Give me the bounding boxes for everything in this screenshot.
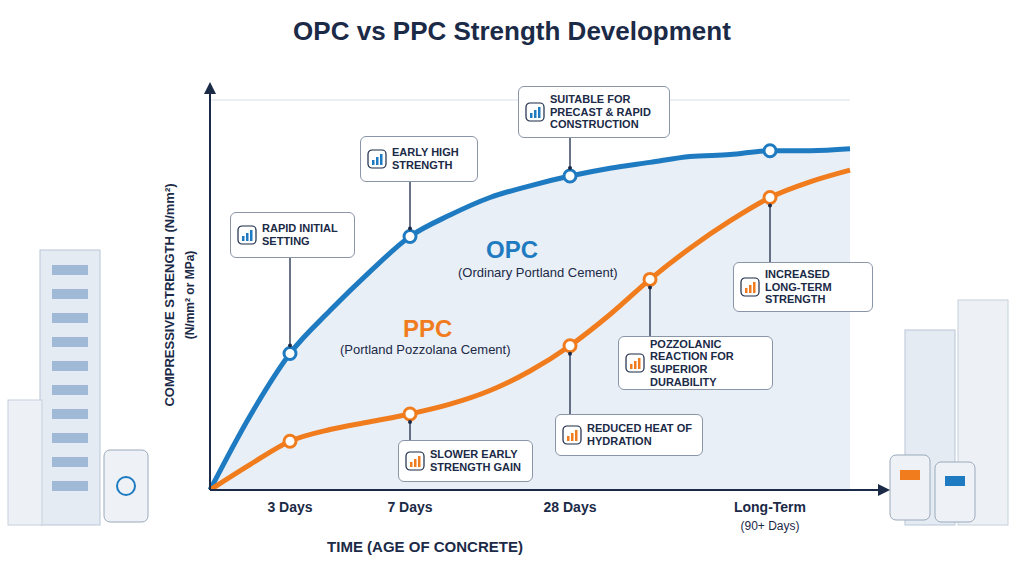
svg-text:(Ordinary Portland Cement): (Ordinary Portland Cement) — [458, 265, 618, 280]
svg-text:(Portland Pozzolana Cement): (Portland Pozzolana Cement) — [340, 342, 511, 357]
html-text:RAPID INITIAL SETTING: RAPID INITIAL SETTING — [262, 222, 338, 247]
svg-text:PPC: PPC — [403, 315, 452, 342]
svg-text:OPC: OPC — [486, 236, 538, 263]
svg-text:(N/mm² or MPa): (N/mm² or MPa) — [183, 251, 197, 340]
svg-text:TIME (AGE OF CONCRETE): TIME (AGE OF CONCRETE) — [327, 538, 523, 555]
svg-text:7 Days: 7 Days — [387, 499, 432, 515]
svg-text:3 Days: 3 Days — [267, 499, 312, 515]
html-text:INCREASED LONG-TERM STRENGTH: INCREASED LONG-TERM STRENGTH — [765, 268, 832, 306]
svg-text:COMPRESSIVE STRENGTH (N/mm²): COMPRESSIVE STRENGTH (N/mm²) — [162, 183, 177, 406]
html-text:EARLY HIGH STRENGTH: EARLY HIGH STRENGTH — [392, 146, 459, 171]
svg-text:Long-Term(90+ Days): Long-Term(90+ Days) — [734, 499, 806, 533]
html-text:SUITABLE FOR PRECAST & RAPID C: SUITABLE FOR PRECAST & RAPID CONSTRUCTIO… — [550, 93, 651, 131]
svg-text:28 Days: 28 Days — [544, 499, 597, 515]
svg-text:OPC vs PPC Strength Developmen: OPC vs PPC Strength Development — [293, 16, 731, 46]
html-text:SLOWER EARLY STRENGTH GAIN: SLOWER EARLY STRENGTH GAIN — [430, 448, 522, 473]
html-text:REDUCED HEAT OF HYDRATION: REDUCED HEAT OF HYDRATION — [587, 422, 692, 447]
html-text:POZZOLANIC REACTION FOR SUPERI: POZZOLANIC REACTION FOR SUPERIOR DURABIL… — [650, 337, 734, 388]
